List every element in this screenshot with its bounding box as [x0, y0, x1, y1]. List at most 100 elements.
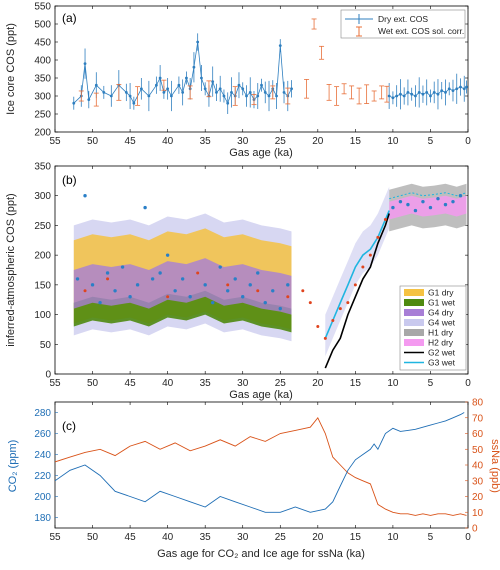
- point-blue: [173, 289, 177, 293]
- point-red: [166, 295, 170, 299]
- legend-swatch-g1-wet: [404, 299, 424, 306]
- x-tick-label: 20: [312, 136, 324, 147]
- legend-swatch-h1-dry: [404, 329, 424, 336]
- panel-c-ylabel-right: ssNa (ppb): [489, 439, 500, 493]
- x-tick-label: 10: [387, 378, 399, 389]
- point-blue: [226, 289, 230, 293]
- panel-b: 55 50 45 40 35 30 25 20 15 10 5 0050100150200250300…: [5, 162, 471, 402]
- x-tick-label: 30: [237, 378, 249, 389]
- panel-a-plot-area: [72, 18, 468, 114]
- ssna-line: [55, 416, 467, 516]
- y-tick-label-right: 50: [472, 445, 484, 456]
- dry-point: [181, 91, 185, 94]
- legend-label-g4-wet: G4 wet: [428, 318, 456, 328]
- panel-c-frame: [54, 401, 469, 529]
- dry-point: [399, 92, 402, 96]
- dry-point: [124, 91, 128, 94]
- x-tick-label: 30: [237, 136, 249, 147]
- point-blue: [443, 202, 448, 207]
- dry-point: [132, 101, 136, 105]
- x-tick-label: 25: [275, 136, 287, 147]
- y-tick-label: 300: [34, 92, 51, 103]
- legend-label-g4-dry: G4 dry: [428, 308, 454, 318]
- dry-point: [429, 94, 432, 98]
- x-tick-label: 15: [350, 136, 362, 147]
- y-tick-label: 280: [34, 408, 51, 419]
- x-tick-label: 45: [125, 136, 137, 147]
- point-blue: [165, 253, 170, 257]
- dry-point: [245, 94, 248, 98]
- dry-point: [200, 76, 203, 80]
- x-tick-label: 15: [350, 532, 362, 543]
- dry-point: [241, 87, 245, 91]
- x-tick-label: 25: [275, 532, 287, 543]
- dry-point: [230, 91, 233, 94]
- dry-point: [417, 91, 421, 94]
- dry-point: [260, 83, 263, 87]
- point-red: [338, 307, 342, 311]
- dry-point: [215, 91, 218, 94]
- point-blue: [203, 283, 207, 287]
- point-red: [226, 283, 230, 287]
- x-tick-label: 0: [465, 532, 471, 543]
- point-blue: [406, 202, 410, 207]
- x-tick-label: 5: [428, 532, 434, 543]
- y-tick-label-right: 0: [472, 524, 478, 535]
- panel-a: 55 50 45 40 35 30 25 20 15 10 5 0200250300350400450…: [5, 2, 471, 160]
- point-blue: [113, 289, 117, 293]
- point-red: [196, 271, 200, 275]
- panel-b-label: (b): [62, 173, 77, 187]
- point-blue: [271, 289, 275, 293]
- x-tick-label: 5: [428, 136, 434, 147]
- panel-c-plot-area: [55, 412, 467, 516]
- x-tick-label: 40: [162, 378, 174, 389]
- y-tick-label: 200: [34, 128, 51, 139]
- band-h2-dry: [389, 195, 467, 220]
- dry-point: [290, 87, 293, 91]
- x-tick-label: 15: [350, 378, 362, 389]
- dry-point: [440, 89, 444, 92]
- x-tick-label: 0: [465, 136, 471, 147]
- y-tick-label: 400: [34, 56, 51, 67]
- point-blue: [428, 205, 433, 210]
- dry-point: [147, 94, 151, 98]
- dry-point: [410, 92, 414, 96]
- legend-label-g2-wet: G2 wet: [428, 348, 456, 358]
- y-tick-label: 50: [40, 340, 52, 351]
- point-blue: [143, 205, 147, 210]
- y-tick-label: 500: [34, 20, 51, 31]
- legend-dry-label: Dry ext. COS: [378, 14, 428, 24]
- panel-c-ylabel-left: CO₂ (ppm): [7, 440, 19, 493]
- line-g3-wet: [324, 210, 390, 339]
- dry-point: [102, 91, 106, 94]
- dry-point: [166, 87, 170, 91]
- dry-point: [263, 91, 267, 94]
- y-tick-label: 350: [34, 74, 51, 85]
- x-tick-label: 20: [312, 532, 324, 543]
- point-red: [83, 289, 87, 293]
- point-blue: [241, 295, 245, 299]
- dry-point: [177, 83, 181, 87]
- panel-a-label: (a): [62, 11, 77, 25]
- dry-point: [425, 91, 429, 94]
- point-blue: [120, 265, 125, 269]
- x-tick-label: 55: [49, 378, 61, 389]
- point-red: [331, 319, 335, 323]
- y-tick-label: 250: [34, 110, 51, 121]
- point-red: [301, 289, 305, 293]
- point-blue: [398, 199, 403, 204]
- y-tick-label: 250: [34, 221, 51, 232]
- point-blue: [83, 194, 87, 198]
- dry-point: [226, 101, 230, 105]
- x-tick-label: 30: [237, 532, 249, 543]
- y-tick-label: 350: [34, 162, 51, 173]
- y-tick-label-right: 10: [472, 508, 484, 519]
- point-red: [256, 289, 260, 293]
- y-tick-label: 450: [34, 38, 51, 49]
- y-tick-label: 150: [34, 280, 51, 291]
- point-blue: [451, 199, 455, 204]
- point-red: [383, 217, 387, 221]
- band-g4-dry: [73, 258, 292, 315]
- point-red: [308, 301, 312, 305]
- panel-a-ticks: 55 50 45 40 35 30 25 20 15 10 5 0200250300350400450…: [34, 2, 471, 148]
